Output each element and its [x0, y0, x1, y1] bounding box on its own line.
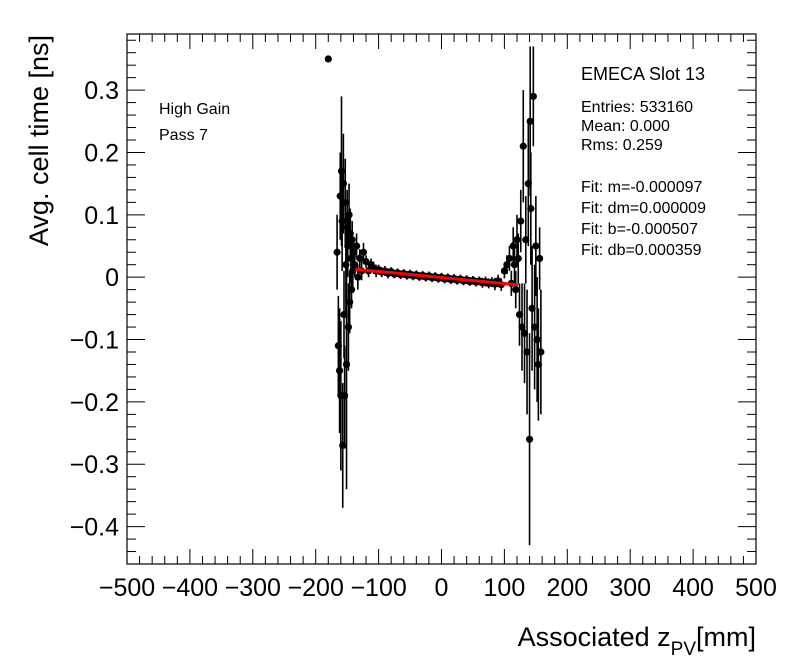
y-tick-label: 0 — [105, 264, 119, 292]
stats-fit-dm: Fit: dm=0.000009 — [581, 200, 706, 217]
data-point — [529, 92, 537, 100]
data-point — [346, 229, 354, 238]
x-tick-label: 100 — [484, 574, 526, 602]
data-point — [510, 261, 519, 269]
data-point — [359, 248, 368, 256]
x-tick-label: 300 — [609, 574, 651, 602]
data-point — [533, 335, 541, 344]
data-point — [334, 342, 342, 350]
x-axis-title-unit: [mm] — [696, 622, 756, 652]
stats-rms: Rms: 0.259 — [581, 137, 663, 154]
fit-line — [355, 267, 519, 287]
y-axis-title: Avg. cell time [ns] — [24, 35, 54, 246]
x-axis-title-main: Associated z — [518, 622, 671, 652]
data-point — [339, 441, 347, 450]
stats-mean: Mean: 0.000 — [581, 118, 670, 135]
stats-entries: Entries: 533160 — [581, 99, 693, 116]
x-tick-label: −100 — [350, 574, 406, 602]
x-tick-label: 400 — [672, 574, 714, 602]
data-point — [347, 254, 355, 263]
data-point — [532, 242, 540, 250]
data-point — [351, 261, 359, 269]
y-tick-labels: −0.4 −0.3 −0.2 −0.1 0 0.1 0.2 0.3 — [70, 77, 119, 541]
data-point — [525, 435, 534, 443]
data-point — [513, 236, 521, 244]
y-tick-label: −0.3 — [70, 451, 119, 479]
data-point — [346, 298, 354, 306]
data-point — [340, 310, 348, 319]
data-points — [324, 55, 545, 450]
x-tick-label: −500 — [99, 574, 155, 602]
x-tick-label: −300 — [225, 574, 281, 602]
stats-title: EMECA Slot 13 — [581, 64, 705, 84]
error-bars — [336, 46, 542, 546]
data-point — [500, 267, 508, 275]
data-point — [341, 198, 349, 206]
y-tick-label: 0.3 — [84, 77, 119, 105]
data-point — [336, 367, 344, 375]
y-tick-label: 0.1 — [84, 202, 119, 230]
data-point — [324, 55, 332, 63]
data-point — [524, 180, 532, 188]
annotation-pass: Pass 7 — [159, 127, 208, 144]
data-point — [523, 348, 531, 356]
y-tick-label: −0.4 — [70, 514, 119, 542]
annotation-high-gain: High Gain — [159, 101, 230, 118]
x-tick-label: −200 — [288, 574, 344, 602]
x-tick-label: 500 — [735, 574, 777, 602]
data-point — [349, 267, 357, 275]
stats-fit-m: Fit: m=-0.000097 — [581, 179, 703, 196]
data-point — [356, 254, 364, 263]
data-point — [341, 392, 349, 400]
data-point — [339, 180, 347, 188]
x-tick-label: 200 — [546, 574, 588, 602]
data-point — [534, 360, 542, 369]
data-point — [333, 248, 341, 256]
data-point — [347, 286, 356, 294]
data-point — [505, 254, 514, 263]
x-axis-title: Associated zPV[mm] — [518, 622, 756, 660]
axis-ticks — [126, 34, 757, 565]
y-tick-label: −0.2 — [70, 389, 119, 417]
data-point — [512, 286, 520, 294]
fit-line-group — [355, 267, 519, 287]
data-point — [344, 242, 352, 250]
data-point — [519, 142, 527, 150]
data-point — [537, 348, 545, 356]
data-point — [348, 236, 356, 244]
data-point — [527, 204, 535, 213]
x-axis-title-subscript: PV — [671, 639, 697, 660]
data-point — [517, 217, 525, 225]
y-tick-label: 0.2 — [84, 139, 119, 167]
data-point — [528, 304, 536, 312]
data-point — [344, 323, 353, 331]
data-point — [522, 236, 530, 244]
data-point — [526, 117, 534, 125]
data-point — [514, 254, 522, 263]
data-point — [349, 248, 358, 256]
x-tick-label: −400 — [162, 574, 218, 602]
data-point — [530, 323, 539, 331]
data-point — [503, 261, 511, 269]
data-point — [520, 329, 529, 337]
data-point — [342, 261, 350, 269]
x-tick-label: 0 — [435, 574, 449, 602]
data-point — [342, 360, 351, 369]
data-point — [338, 217, 346, 225]
stats-fit-b: Fit: b=-0.000507 — [581, 221, 698, 238]
data-point — [345, 211, 353, 219]
data-point — [509, 242, 517, 250]
data-point — [354, 273, 362, 281]
y-tick-label: −0.1 — [70, 327, 119, 355]
data-point — [515, 310, 524, 319]
data-point — [536, 254, 544, 263]
data-point — [337, 167, 346, 175]
x-tick-labels: −500 −400 −300 −200 −100 0 100 200 300 400 500 — [99, 574, 777, 602]
data-point — [352, 242, 361, 250]
data-point — [518, 323, 526, 331]
stats-fit-db: Fit: db=0.000359 — [581, 242, 702, 259]
data-point — [336, 192, 344, 200]
data-point — [343, 223, 351, 231]
